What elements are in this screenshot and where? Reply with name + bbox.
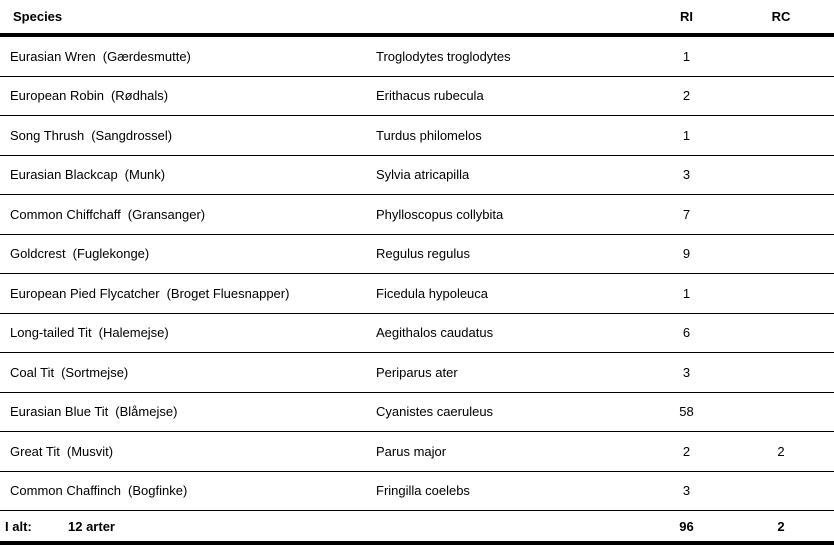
danish-name: (Gærdesmutte): [102, 48, 191, 64]
scientific-name: Ficedula hypoleuca: [376, 285, 489, 301]
table-row: Eurasian Wren (Gærdesmutte) Troglodytes t…: [0, 37, 834, 77]
rc-value: 2: [777, 443, 785, 459]
scientific-name: Periparus ater: [376, 364, 458, 380]
danish-name: (Gransanger): [127, 206, 206, 222]
danish-name: (Fuglekonge): [72, 246, 150, 262]
table-row: Great Tit (Musvit) Parus major 2 2: [0, 432, 834, 472]
total-label: I alt:: [5, 518, 32, 534]
scientific-name: Cyanistes caeruleus: [376, 404, 494, 420]
danish-name: (Munk): [124, 167, 166, 183]
common-name: Common Chiffchaff: [10, 206, 121, 222]
table-row: Long-tailed Tit (Halemejse) Aegithalos ca…: [0, 314, 834, 353]
table-body: Eurasian Wren (Gærdesmutte) Troglodytes t…: [0, 37, 834, 511]
table-row: Common Chaffinch (Bogfinke) Fringilla coe…: [0, 472, 834, 511]
danish-name: (Musvit): [66, 443, 114, 459]
table-row: European Pied Flycatcher (Broget Fluesnap…: [0, 274, 834, 314]
danish-name: (Broget Fluesnapper): [166, 285, 290, 301]
ri-value: 1: [682, 48, 691, 64]
scientific-name: Regulus regulus: [376, 246, 470, 262]
danish-name: (Blåmejse): [115, 404, 178, 420]
common-name: Eurasian Blackcap: [10, 167, 118, 183]
ri-value: 3: [682, 364, 691, 380]
table-row: Eurasian Blackcap (Munk) Sylvia atricapil…: [0, 156, 834, 195]
danish-name: (Rødhals): [110, 88, 169, 104]
ri-value: 7: [682, 206, 691, 222]
scientific-name: Aegithalos caudatus: [376, 325, 494, 341]
column-header-rc: RC: [771, 9, 791, 24]
table-footer: I alt: 12 arter 96 2: [0, 511, 834, 545]
scientific-name: Turdus philomelos: [376, 127, 482, 143]
common-name: Long-tailed Tit: [10, 325, 92, 341]
scientific-name: Sylvia atricapilla: [376, 167, 470, 183]
species-count: 12 arter: [68, 518, 115, 534]
danish-name: (Sortmejse): [61, 364, 129, 380]
table-row: Goldcrest (Fuglekonge) Regulus regulus 9: [0, 235, 834, 274]
ri-value: 3: [682, 167, 691, 183]
common-name: European Pied Flycatcher: [10, 285, 160, 301]
ri-value: 2: [682, 88, 691, 104]
scientific-name: Parus major: [376, 443, 447, 459]
common-name: Eurasian Wren: [10, 48, 96, 64]
rc-total: 2: [777, 518, 785, 534]
ri-value: 6: [682, 325, 691, 341]
scientific-name: Fringilla coelebs: [376, 483, 470, 499]
common-name: European Robin: [10, 88, 104, 104]
column-header-ri: RI: [680, 9, 693, 24]
ri-value: 1: [682, 127, 691, 143]
common-name: Common Chaffinch: [10, 483, 122, 499]
table-row: Eurasian Blue Tit (Blåmejse) Cyanistes ca…: [0, 393, 834, 432]
table-row: Coal Tit (Sortmejse) Periparus ater 3: [0, 353, 834, 393]
danish-name: (Sangdrossel): [91, 127, 173, 143]
danish-name: (Bogfinke): [128, 483, 188, 499]
common-name: Coal Tit: [10, 364, 55, 380]
danish-name: (Halemejse): [98, 325, 169, 341]
common-name: Eurasian Blue Tit: [10, 404, 109, 420]
table-row: Common Chiffchaff (Gransanger) Phylloscop…: [0, 195, 834, 235]
table-row: Song Thrush (Sangdrossel) Turdus philomel…: [0, 116, 834, 156]
column-header-species: Species: [13, 9, 63, 24]
ri-value: 58: [679, 404, 694, 420]
ri-total: 96: [679, 518, 694, 534]
ri-value: 3: [682, 483, 691, 499]
scientific-name: Phylloscopus collybita: [376, 206, 504, 222]
scientific-name: Troglodytes troglodytes: [376, 48, 511, 64]
ri-value: 2: [682, 443, 691, 459]
table-header: Species RI RC: [0, 0, 834, 37]
common-name: Goldcrest: [10, 246, 66, 262]
common-name: Song Thrush: [10, 127, 85, 143]
ri-value: 9: [682, 246, 691, 262]
ri-value: 1: [682, 285, 691, 301]
scientific-name: Erithacus rubecula: [376, 88, 484, 104]
common-name: Great Tit: [10, 443, 60, 459]
table-row: European Robin (Rødhals) Erithacus rubecu…: [0, 77, 834, 116]
